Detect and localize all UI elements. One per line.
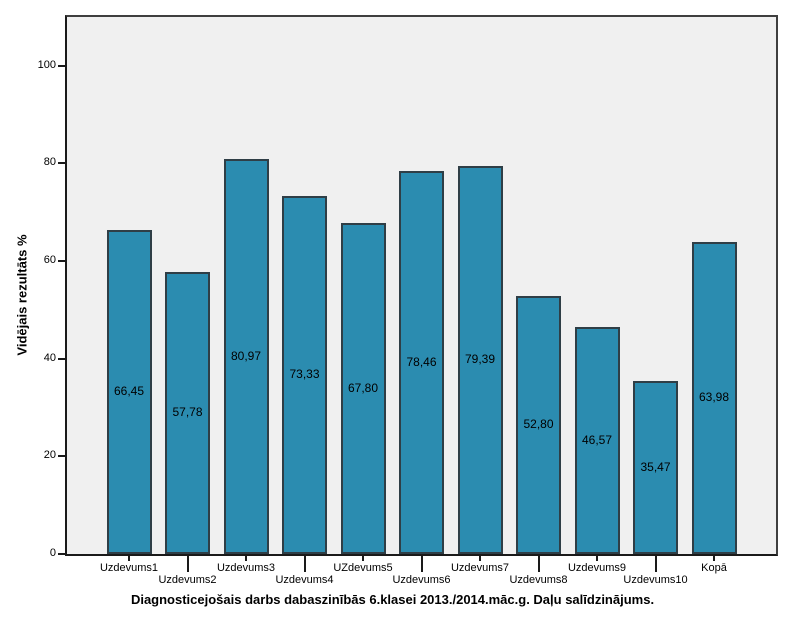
bar-value-label: 78,46 (406, 354, 437, 369)
bar-value-label: 66,45 (113, 384, 145, 398)
y-axis-tick (58, 260, 65, 263)
bar (633, 381, 678, 554)
x-axis-tick-label: Uzdevums2 (158, 574, 217, 586)
y-axis-tick-label: 20 (43, 449, 56, 462)
bar (516, 296, 561, 554)
y-axis-tick-label: 100 (37, 58, 56, 71)
bar (457, 166, 503, 554)
y-axis-title: Vidējais rezultāts % (14, 234, 30, 356)
plot-area: 66,45 57,78 80,97 73,33 67,80 78,46 79,39 52,80… (65, 15, 778, 556)
x-axis-tick-label: Uzdevums9 (567, 562, 627, 574)
x-axis-tick-label: Uzdevums4 (275, 574, 334, 586)
bar-value-label: 46,57 (581, 432, 613, 447)
bar-value-label: 63,98 (698, 390, 730, 404)
x-axis-tick (128, 556, 130, 561)
y-axis-tick-label: 0 (49, 547, 56, 559)
y-axis-tick-label: 80 (43, 156, 56, 169)
bar-value-label: 57,78 (172, 405, 203, 419)
x-axis-tick (303, 556, 306, 572)
x-axis-tick (420, 556, 423, 572)
bar-value-label: 80,97 (230, 348, 262, 363)
bar (574, 327, 620, 554)
bar-value-label: 73,33 (289, 367, 320, 381)
bar (165, 272, 210, 554)
bar-value-label: 52,80 (523, 417, 554, 431)
x-axis-tick (596, 556, 598, 561)
y-axis-tick (58, 455, 65, 458)
x-axis-tick (537, 556, 540, 572)
x-axis-tick-label: Uzdevums3 (216, 562, 276, 574)
y-axis-tick (58, 553, 65, 555)
x-axis-tick (245, 556, 247, 561)
bar (691, 242, 737, 554)
bar (282, 196, 327, 554)
x-axis-tick (713, 556, 715, 561)
bar (399, 171, 444, 554)
bar (106, 230, 152, 554)
bar (340, 223, 386, 554)
x-axis-tick (479, 556, 481, 561)
x-axis-tick-label: Uzdevums8 (509, 574, 568, 586)
x-axis-tick-label: Uzdevums1 (99, 562, 159, 574)
bar-value-label: 35,47 (640, 459, 671, 474)
y-axis-tick (58, 64, 65, 67)
y-axis-tick (58, 162, 65, 165)
y-axis-tick-label: 40 (43, 351, 56, 364)
x-axis-tick-label: Uzdevums10 (623, 574, 688, 586)
bar-value-label: 79,39 (464, 352, 496, 366)
chart-title: Diagnosticejošais darbs dabaszinībās 6.k… (130, 592, 655, 607)
y-axis-tick-label: 60 (43, 254, 56, 267)
bar (223, 159, 269, 554)
bar-value-label: 67,80 (347, 380, 379, 395)
x-axis-tick (186, 556, 189, 572)
x-axis-tick-label: Uzdevums6 (392, 574, 451, 586)
x-axis-tick (362, 556, 364, 561)
x-axis-tick-label: Uzdevums7 (450, 562, 510, 574)
x-axis-tick (654, 556, 657, 572)
y-axis-tick (58, 357, 65, 360)
x-axis-tick-label: Kopā (701, 562, 727, 574)
x-axis-tick-label: UZdevums5 (333, 562, 393, 574)
